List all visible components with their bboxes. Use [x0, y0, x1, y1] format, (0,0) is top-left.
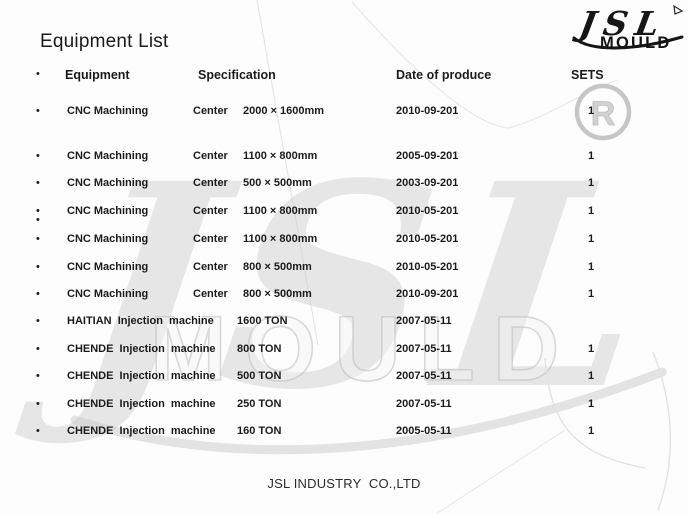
equipment-cell: CNC Machining [67, 261, 149, 273]
table-row: • CHENDE Injection machine 250 TON 2007-… [0, 398, 688, 412]
table-row: • CNC Machining Center 2000 × 1600mm 201… [0, 105, 688, 119]
sets-cell: 1 [587, 233, 595, 245]
equipment-cell: CHENDE Injection machine [67, 343, 216, 355]
table-row: • CNC Machining Center 1100 × 800mm 2005… [0, 150, 688, 164]
table-row: • HAITIAN Injection machine 1600 TON 200… [0, 315, 688, 329]
sets-cell: 1 [587, 398, 595, 410]
spec-value-cell: 500 TON [237, 370, 282, 382]
spec-name-cell: Center [193, 233, 228, 245]
spec-value-cell: 2000 × 1600mm [243, 105, 325, 117]
spec-value-cell: 800 × 500mm [243, 261, 312, 273]
table-row: • CNC Machining Center 800 × 500mm 2010-… [0, 261, 688, 275]
sets-cell: 1 [587, 261, 595, 273]
spec-value-cell: 1600 TON [237, 315, 288, 327]
spec-value-cell: 800 × 500mm [243, 288, 312, 300]
sets-cell: 1 [587, 105, 595, 117]
sets-cell: 1 [587, 343, 595, 355]
bullet: • [36, 343, 40, 355]
date-cell: 2010-09-201 [396, 105, 459, 117]
bullet: • [36, 315, 40, 327]
bullet: • [36, 205, 40, 217]
equipment-cell: CHENDE Injection machine [67, 398, 216, 410]
spec-name-cell: Center [193, 288, 228, 300]
sets-cell: 1 [587, 150, 595, 162]
header-equipment: Equipment [65, 68, 130, 82]
bullet: • [36, 105, 40, 117]
table-row: • CNC Machining Center 500 × 500mm 2003-… [0, 177, 688, 191]
date-cell: 2010-05-201 [396, 205, 459, 217]
date-cell: 2003-09-201 [396, 177, 459, 189]
sets-cell: 1 [587, 177, 595, 189]
spec-value-cell: 160 TON [237, 425, 282, 437]
bullet: • [36, 68, 40, 80]
table-header-row: • Equipment Specification Date of produc… [0, 68, 688, 82]
date-cell: 2010-05-201 [396, 233, 459, 245]
spec-name-cell: Center [193, 205, 228, 217]
spec-name-cell: Center [193, 261, 228, 273]
logo-wordmark: MOULD [600, 34, 672, 52]
equipment-cell: CHENDE Injection machine [67, 370, 216, 382]
header-date-of-produce: Date of produce [396, 68, 492, 82]
header-sets: SETS [571, 68, 604, 82]
table-row: • CHENDE Injection machine 160 TON 2005-… [0, 425, 688, 439]
spec-value-cell: 1100 × 800mm [243, 150, 318, 162]
jsl-mould-logo: JSL MOULD [571, 4, 684, 52]
table-row: • CNC Machining Center 800 × 500mm 2010-… [0, 288, 688, 302]
company-footer: JSL INDUSTRY CO.,LTD [267, 476, 421, 491]
spec-name-cell: Center [193, 150, 228, 162]
bullet: • [36, 233, 40, 245]
page-title: Equipment List [40, 31, 169, 52]
bullet: • [36, 370, 40, 382]
equipment-cell: CNC Machining [67, 177, 149, 189]
equipment-cell: CNC Machining [67, 205, 149, 217]
table-row: • CNC Machining Center 1100 × 800mm 2010… [0, 233, 688, 247]
bullet: • [36, 425, 40, 437]
bullet: • [36, 288, 40, 300]
equipment-cell: HAITIAN Injection machine [67, 315, 214, 327]
date-cell: 2010-05-201 [396, 261, 459, 273]
spec-name-cell: Center [193, 177, 228, 189]
sets-cell: 1 [587, 288, 595, 300]
bullet: • [36, 177, 40, 189]
date-cell: 2005-09-201 [396, 150, 459, 162]
table-row: • CNC Machining Center 1100 × 800mm 2010… [0, 205, 688, 219]
header-specification: Specification [198, 68, 276, 82]
spec-value-cell: 500 × 500mm [243, 177, 312, 189]
table-row: • CHENDE Injection machine 500 TON 2007-… [0, 370, 688, 384]
equipment-cell: CNC Machining [67, 150, 149, 162]
stray-bullet: • [36, 214, 40, 226]
spec-value-cell: 1100 × 800mm [243, 205, 318, 217]
spec-name-cell: Center [193, 105, 228, 117]
sets-cell: 1 [587, 370, 595, 382]
date-cell: 2005-05-11 [396, 425, 452, 437]
equipment-cell: CNC Machining [67, 233, 149, 245]
table-row: • CHENDE Injection machine 800 TON 2007-… [0, 343, 688, 357]
date-cell: 2007-05-11 [396, 370, 452, 382]
bullet: • [36, 398, 40, 410]
date-cell: 2007-05-11 [396, 315, 452, 327]
sets-cell: 1 [587, 425, 595, 437]
spec-value-cell: 800 TON [237, 343, 282, 355]
spec-value-cell: 250 TON [237, 398, 282, 410]
equipment-cell: CHENDE Injection machine [67, 425, 216, 437]
date-cell: 2007-05-11 [396, 343, 452, 355]
sets-cell: 1 [587, 205, 595, 217]
spec-value-cell: 1100 × 800mm [243, 233, 318, 245]
equipment-cell: CNC Machining [67, 288, 149, 300]
equipment-cell: CNC Machining [67, 105, 149, 117]
logo-corner-mark [673, 4, 684, 15]
bullet: • [36, 150, 40, 162]
date-cell: 2007-05-11 [396, 398, 452, 410]
bullet: • [36, 261, 40, 273]
date-cell: 2010-09-201 [396, 288, 459, 300]
